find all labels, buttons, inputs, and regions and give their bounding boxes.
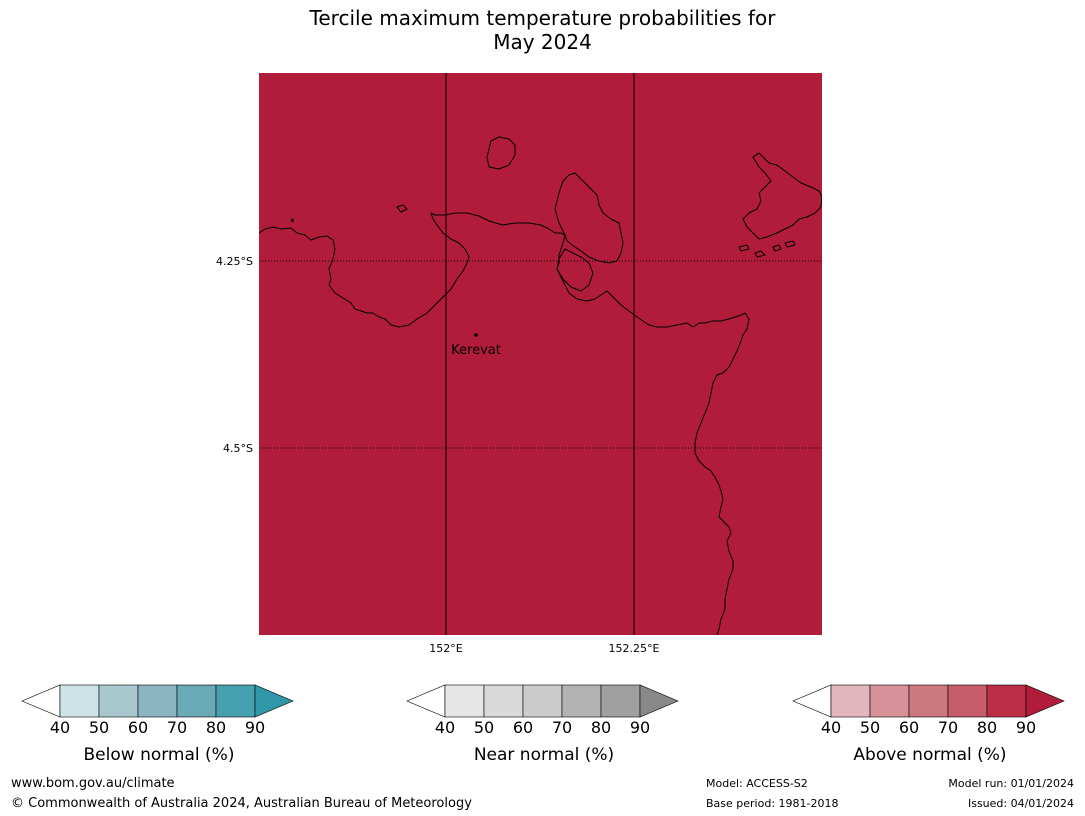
colorbar-segment	[830, 684, 871, 718]
tick-label: 60	[512, 718, 534, 737]
tick-label: 50	[473, 718, 495, 737]
lon-label-152e: 152°E	[429, 642, 463, 655]
island-duke-york	[742, 152, 822, 240]
tick-label: 80	[976, 718, 998, 737]
title-line-1: Tercile maximum temperature probabilitie…	[309, 6, 776, 30]
kerevat-marker	[474, 333, 478, 337]
model-text: Model: ACCESS-S2	[706, 777, 808, 790]
tick-label: 60	[127, 718, 149, 737]
coastline	[259, 136, 822, 635]
colorbar-segment	[98, 684, 139, 718]
colorbar-segment	[176, 684, 217, 718]
town-label-kerevat: Kerevat	[451, 343, 501, 358]
colorbar-segment	[869, 684, 910, 718]
colorbar-segment	[215, 684, 256, 718]
lon-label-152-25e: 152.25°E	[608, 642, 660, 655]
tick-label: 70	[551, 718, 573, 737]
tick-row-near: 40 50 60 70 80 90	[406, 719, 682, 739]
legend-title-near: Near normal (%)	[473, 745, 615, 765]
colorbar-below-normal	[21, 684, 294, 718]
island-small-4	[754, 250, 766, 258]
tick-row-below: 40 50 60 70 80 90	[21, 719, 297, 739]
colorbar-extend-high	[254, 684, 294, 718]
coastline-main	[259, 212, 750, 635]
tick-label: 40	[820, 718, 842, 737]
colorbar-segment	[986, 684, 1027, 718]
colorbar-segment	[600, 684, 641, 718]
colorbar-segment	[908, 684, 949, 718]
colorbar-extend-low	[406, 684, 446, 718]
website-link[interactable]: www.bom.gov.au/climate	[11, 776, 175, 791]
tick-label: 80	[590, 718, 612, 737]
island-small-2	[290, 218, 294, 223]
tick-label: 80	[205, 718, 227, 737]
colorbar-segment	[483, 684, 524, 718]
colorbar-extend-high	[639, 684, 679, 718]
map-layer	[259, 73, 822, 635]
base-period-text: Base period: 1981-2018	[706, 797, 839, 810]
legend-near-normal: 40 50 60 70 80 90 Near normal (%)	[406, 684, 682, 774]
coastline-peninsula	[554, 172, 624, 264]
colorbar-near-normal	[406, 684, 679, 718]
tick-label: 50	[88, 718, 110, 737]
tick-label: 90	[244, 718, 266, 737]
island-north	[486, 136, 516, 170]
issued-text: Issued: 04/01/2024	[967, 797, 1074, 810]
legend-above-normal: 40 50 60 70 80 90 Above normal (%)	[792, 684, 1068, 774]
legend-title-above: Above normal (%)	[853, 745, 1007, 765]
tick-label: 40	[49, 718, 71, 737]
tick-label: 90	[1015, 718, 1037, 737]
probability-map[interactable]	[259, 73, 822, 635]
title-line-2: May 2024	[493, 30, 592, 54]
tick-row-above: 40 50 60 70 80 90	[792, 719, 1068, 739]
tick-label: 70	[166, 718, 188, 737]
colorbar-segment	[947, 684, 988, 718]
colorbar-segment	[137, 684, 178, 718]
colorbar-segment	[444, 684, 485, 718]
colorbar-extend-high	[1025, 684, 1065, 718]
colorbar-segment	[59, 684, 100, 718]
chart-title: Tercile maximum temperature probabilitie…	[0, 6, 1085, 54]
colorbar-extend-low	[21, 684, 61, 718]
island-small-3	[738, 244, 750, 252]
colorbar-segment	[522, 684, 563, 718]
colorbar-above-normal	[792, 684, 1065, 718]
tick-label: 60	[898, 718, 920, 737]
tick-label: 50	[859, 718, 881, 737]
copyright-text: © Commonwealth of Australia 2024, Austra…	[11, 796, 472, 811]
tick-label: 90	[629, 718, 651, 737]
lat-label-4-25s: 4.25°S	[216, 255, 253, 268]
legend-below-normal: 40 50 60 70 80 90 Below normal (%)	[21, 684, 297, 774]
model-run-text: Model run: 01/01/2024	[948, 777, 1074, 790]
lat-label-4-5s: 4.5°S	[223, 442, 253, 455]
tick-label: 70	[937, 718, 959, 737]
colorbar-extend-low	[792, 684, 832, 718]
coastline-bay	[556, 248, 594, 292]
island-small-5	[784, 240, 796, 248]
colorbar-segment	[561, 684, 602, 718]
island-small-1	[396, 204, 408, 213]
legend-title-below: Below normal (%)	[83, 745, 235, 765]
island-small-6	[772, 244, 782, 252]
tick-label: 40	[434, 718, 456, 737]
